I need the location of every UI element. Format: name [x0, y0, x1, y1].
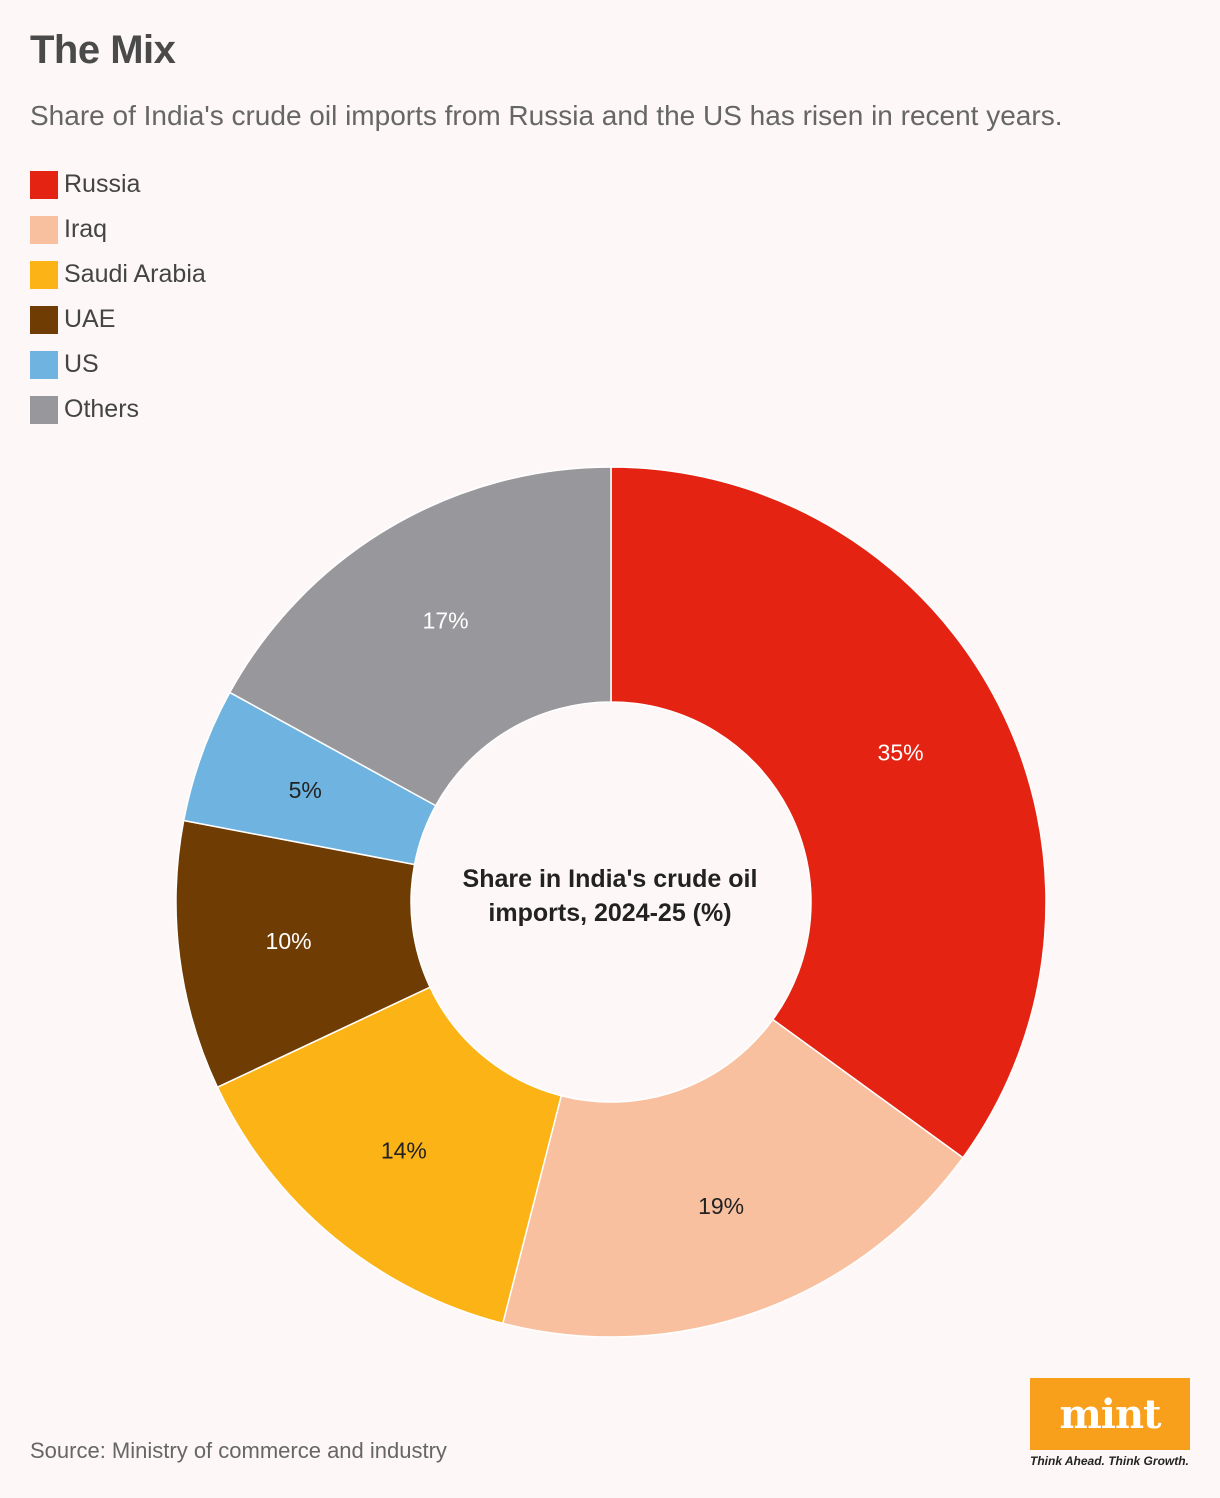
legend-swatch-saudi-arabia [30, 260, 58, 289]
source-note: Source: Ministry of commerce and industr… [30, 1438, 447, 1463]
mint-logo-tagline: Think Ahead. Think Growth. [1030, 1454, 1189, 1468]
chart-subtitle: Share of India's crude oil imports from … [30, 100, 1063, 131]
donut-slice-uae [175, 819, 432, 1089]
slice-label-uae: 10% [266, 928, 312, 954]
legend-label-russia: Russia [64, 170, 141, 198]
mint-logo-wordmark: mint [1059, 1390, 1161, 1438]
donut-center-label: Share in India's crude oil imports, 2024… [462, 865, 758, 927]
legend-label-us: US [64, 350, 99, 378]
legend-item-uae: UAE [30, 297, 206, 342]
legend-item-russia: Russia [30, 162, 206, 207]
legend-item-others: Others [30, 387, 206, 432]
legend-label-iraq: Iraq [64, 215, 108, 243]
legend-swatch-iraq [30, 215, 58, 244]
donut-slice-iraq [501, 1018, 964, 1338]
legend-item-saudi-arabia: Saudi Arabia [30, 252, 206, 297]
legend-label-uae: UAE [64, 305, 116, 333]
legend-swatch-others [30, 395, 58, 424]
donut-slices [175, 466, 1047, 1338]
donut-slice-others [228, 466, 612, 807]
donut-slice-saudi-arabia [216, 986, 563, 1325]
mint-logo-box: mint [1030, 1378, 1190, 1450]
slice-label-others: 17% [423, 607, 469, 633]
legend-label-saudi-arabia: Saudi Arabia [64, 260, 206, 288]
slice-label-saudi-arabia: 14% [381, 1137, 427, 1163]
slice-label-russia: 35% [878, 740, 924, 766]
legend: Russia Iraq Saudi Arabia UAE US Others [30, 162, 206, 432]
legend-label-others: Others [64, 395, 140, 423]
chart-title: The Mix [30, 28, 176, 72]
legend-swatch-us [30, 350, 58, 379]
donut-slice-labels: 35% 19% 14% 10% 5% 17% [266, 607, 924, 1219]
legend-item-iraq: Iraq [30, 207, 206, 252]
slice-label-us: 5% [289, 777, 322, 803]
legend-swatch-russia [30, 170, 58, 199]
legend-item-us: US [30, 342, 206, 387]
slice-label-iraq: 19% [698, 1193, 744, 1219]
legend-swatch-uae [30, 305, 58, 334]
mint-logo: mint Think Ahead. Think Growth. [1030, 1378, 1190, 1468]
donut-slice-russia [610, 466, 1047, 1159]
